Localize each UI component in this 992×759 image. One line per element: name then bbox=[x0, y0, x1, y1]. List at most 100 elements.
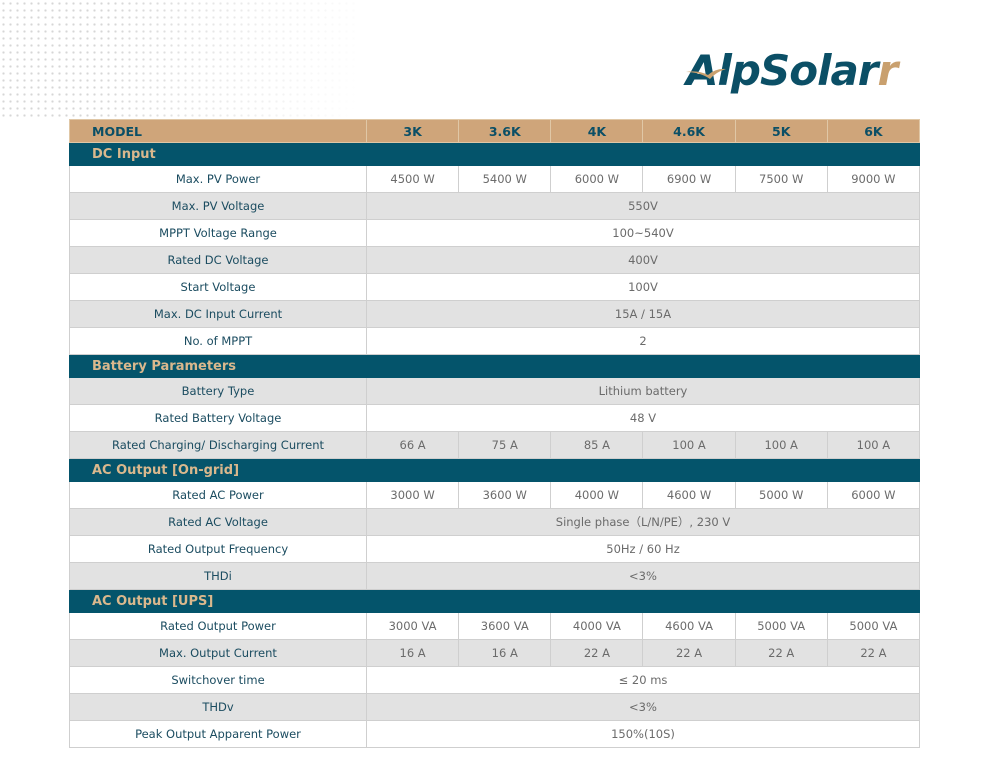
spec-row: Start Voltage 100V bbox=[69, 273, 920, 301]
model-name: 5K bbox=[734, 119, 828, 143]
spec-value: 4000 VA bbox=[550, 612, 644, 640]
spec-value: 22 A bbox=[550, 639, 644, 667]
spec-label: MPPT Voltage Range bbox=[69, 219, 367, 247]
spec-row: Rated Output Frequency 50Hz / 60 Hz bbox=[69, 535, 920, 563]
spec-value: 2 bbox=[366, 327, 920, 355]
spec-label: THDi bbox=[69, 562, 367, 590]
spec-label: Max. DC Input Current bbox=[69, 300, 367, 328]
spec-row: Rated DC Voltage 400V bbox=[69, 246, 920, 274]
spec-value: 150%(10S) bbox=[366, 720, 920, 748]
spec-label: Rated Battery Voltage bbox=[69, 404, 367, 432]
spec-row: Peak Output Apparent Power 150%(10S) bbox=[69, 720, 920, 748]
spec-value: 15A / 15A bbox=[366, 300, 920, 328]
spec-value: 22 A bbox=[734, 639, 828, 667]
spec-value: 4600 W bbox=[642, 481, 736, 509]
spec-value: 6000 W bbox=[550, 165, 644, 193]
spec-value: 5000 VA bbox=[734, 612, 828, 640]
spec-value: 3600 W bbox=[458, 481, 552, 509]
spec-value: 4000 W bbox=[550, 481, 644, 509]
dot-pattern-decoration bbox=[0, 0, 355, 120]
spec-label: Start Voltage bbox=[69, 273, 367, 301]
section-header: DC Input bbox=[69, 142, 920, 166]
spec-row: Rated Battery Voltage 48 V bbox=[69, 404, 920, 432]
spec-value: 22 A bbox=[826, 639, 921, 667]
spec-label: Peak Output Apparent Power bbox=[69, 720, 367, 748]
spec-value: 400V bbox=[366, 246, 920, 274]
section-title: Battery Parameters bbox=[69, 354, 920, 378]
spec-label: THDv bbox=[69, 693, 367, 721]
spec-label: Rated AC Voltage bbox=[69, 508, 367, 536]
section-title: DC Input bbox=[69, 142, 920, 166]
spec-value: Single phase（L/N/PE）, 230 V bbox=[366, 508, 920, 536]
spec-value: 4600 VA bbox=[642, 612, 736, 640]
spec-value: 48 V bbox=[366, 404, 920, 432]
spec-label: Max. PV Power bbox=[69, 165, 367, 193]
spec-label: No. of MPPT bbox=[69, 327, 367, 355]
spec-table: MODEL 3K 3.6K 4K 4.6K 5K 6K DC Input Max.… bbox=[69, 119, 921, 748]
spec-value: 66 A bbox=[365, 431, 460, 459]
spec-value: 6000 W bbox=[826, 481, 921, 509]
spec-label: Rated DC Voltage bbox=[69, 246, 367, 274]
spec-value: 16 A bbox=[458, 639, 552, 667]
spec-value: 85 A bbox=[550, 431, 644, 459]
model-label: MODEL bbox=[69, 119, 367, 143]
spec-value: <3% bbox=[366, 562, 920, 590]
spec-value: 100 A bbox=[642, 431, 736, 459]
spec-value: 100 A bbox=[734, 431, 828, 459]
spec-row: Rated Output Power 3000 VA 3600 VA 4000 VA 4… bbox=[69, 612, 921, 640]
spec-row: THDi <3% bbox=[69, 562, 920, 590]
spec-row: Battery Type Lithium battery bbox=[69, 377, 920, 405]
spec-label: Switchover time bbox=[69, 666, 367, 694]
section-header: AC Output [On-grid] bbox=[69, 458, 920, 482]
spec-row: Max. PV Voltage 550V bbox=[69, 192, 920, 220]
spec-row: No. of MPPT 2 bbox=[69, 327, 920, 355]
bird-icon bbox=[686, 68, 726, 79]
spec-row: Max. DC Input Current 15A / 15A bbox=[69, 300, 920, 328]
section-title: AC Output [On-grid] bbox=[69, 458, 920, 482]
spec-row: Rated AC Voltage Single phase（L/N/PE）, 23… bbox=[69, 508, 920, 536]
spec-row: Max. PV Power 4500 W 5400 W 6000 W 6900 W 750… bbox=[69, 165, 921, 193]
model-name: 3K bbox=[365, 119, 460, 143]
spec-value: 5000 W bbox=[734, 481, 828, 509]
spec-value: 100~540V bbox=[366, 219, 920, 247]
model-header-row: MODEL 3K 3.6K 4K 4.6K 5K 6K bbox=[69, 119, 921, 143]
spec-value: 3000 VA bbox=[365, 612, 460, 640]
spec-value: 3600 VA bbox=[458, 612, 552, 640]
spec-value: 4500 W bbox=[365, 165, 460, 193]
model-name: 6K bbox=[826, 119, 921, 143]
spec-label: Max. PV Voltage bbox=[69, 192, 367, 220]
spec-value: 5000 VA bbox=[826, 612, 921, 640]
spec-value: Lithium battery bbox=[366, 377, 920, 405]
spec-label: Max. Output Current bbox=[69, 639, 367, 667]
section-title: AC Output [UPS] bbox=[69, 589, 920, 613]
spec-value: 6900 W bbox=[642, 165, 736, 193]
spec-row: MPPT Voltage Range 100~540V bbox=[69, 219, 920, 247]
spec-row: Switchover time ≤ 20 ms bbox=[69, 666, 920, 694]
spec-value: 7500 W bbox=[734, 165, 828, 193]
alpsolar-logo: AlpSolarr bbox=[686, 40, 898, 100]
spec-value: <3% bbox=[366, 693, 920, 721]
spec-value: 50Hz / 60 Hz bbox=[366, 535, 920, 563]
model-name: 4K bbox=[550, 119, 644, 143]
spec-value: 16 A bbox=[365, 639, 460, 667]
spec-value: 75 A bbox=[458, 431, 552, 459]
spec-label: Rated Output Power bbox=[69, 612, 367, 640]
spec-row: Rated AC Power 3000 W 3600 W 4000 W 4600 W 50… bbox=[69, 481, 921, 509]
section-header: AC Output [UPS] bbox=[69, 589, 920, 613]
model-name: 4.6K bbox=[642, 119, 736, 143]
spec-value: 5400 W bbox=[458, 165, 552, 193]
spec-label: Rated Output Frequency bbox=[69, 535, 367, 563]
section-header: Battery Parameters bbox=[69, 354, 920, 378]
spec-value: 9000 W bbox=[826, 165, 921, 193]
spec-value: 22 A bbox=[642, 639, 736, 667]
spec-value: ≤ 20 ms bbox=[366, 666, 920, 694]
spec-label: Rated Charging/ Discharging Current bbox=[69, 431, 367, 459]
spec-label: Rated AC Power bbox=[69, 481, 367, 509]
spec-value: 550V bbox=[366, 192, 920, 220]
spec-value: 3000 W bbox=[365, 481, 460, 509]
spec-label: Battery Type bbox=[69, 377, 367, 405]
spec-value: 100 A bbox=[826, 431, 921, 459]
model-name: 3.6K bbox=[458, 119, 552, 143]
